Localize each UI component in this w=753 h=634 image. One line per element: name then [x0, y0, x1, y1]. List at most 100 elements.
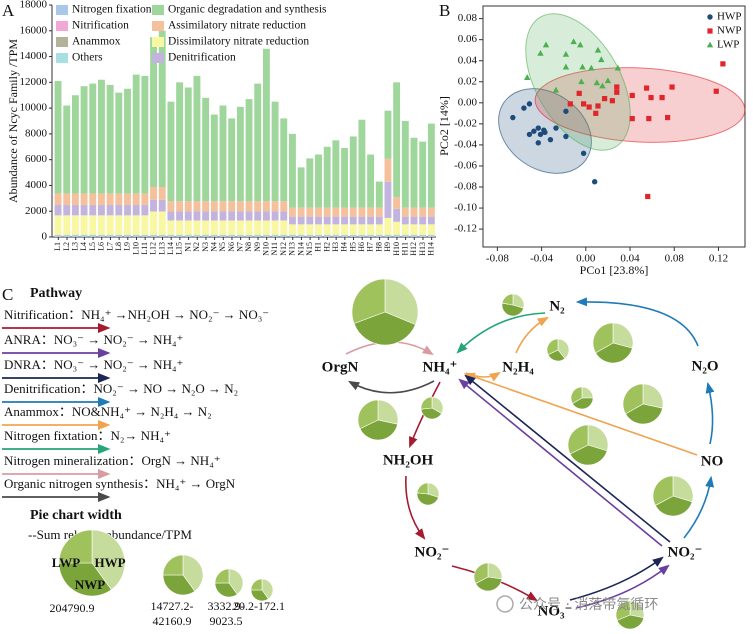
- bar-segment: [332, 234, 340, 236]
- x-tick-label: N11: [270, 242, 279, 255]
- bar-segment: [98, 234, 105, 236]
- legend-swatch: [152, 21, 164, 31]
- bar-segment: [219, 235, 227, 237]
- pie-slice: [58, 529, 93, 564]
- pie-slice: [58, 562, 112, 597]
- bar-segment: [158, 234, 166, 236]
- panel-label: C: [2, 285, 13, 304]
- pathway-label: ANRA：NO₃⁻ → NO₂⁻ → NH₄⁺: [4, 332, 183, 347]
- pathway-label: Denitrification：NO₂⁻ → NO → N₂O → N₂: [4, 381, 238, 396]
- bar-segment: [150, 235, 157, 237]
- size-title: Pie chart width: [30, 508, 122, 523]
- bar-segment: [349, 235, 357, 237]
- point: [535, 125, 541, 131]
- x-tick-label: H3: [331, 242, 340, 252]
- bar-segment: [306, 234, 314, 236]
- pie-slice: [359, 419, 398, 441]
- point: [629, 92, 635, 99]
- x-tick-label: H9: [383, 242, 392, 252]
- legend-swatch: [152, 37, 164, 47]
- bar-segment: [228, 220, 236, 235]
- bar-segment: [306, 224, 314, 235]
- bar-segment: [202, 220, 210, 235]
- bar-segment: [184, 201, 192, 212]
- x-tick-label: N2: [192, 242, 201, 252]
- bar-segment: [228, 118, 236, 202]
- x-tick-label: L15: [175, 242, 184, 255]
- bar-segment: [158, 235, 166, 237]
- flow-arrow: [575, 297, 699, 347]
- bar-segment: [306, 158, 314, 208]
- pie-slice: [581, 386, 594, 399]
- pie-slice: [250, 578, 263, 591]
- bar-segment: [419, 224, 427, 235]
- bar-segment: [158, 186, 166, 200]
- bar-segment: [315, 224, 322, 235]
- x-tick-label: N14: [296, 242, 305, 256]
- flow-arrow: [456, 312, 546, 354]
- bar-segment: [427, 123, 435, 208]
- point: [646, 116, 652, 122]
- x-axis-title: PCo1 [23.8%]: [580, 263, 649, 277]
- bar-segment: [375, 235, 383, 237]
- bar-segment: [150, 199, 157, 212]
- bar-segment: [141, 193, 149, 206]
- bar-segment: [419, 141, 427, 208]
- point: [645, 193, 651, 200]
- bar-segment: [410, 216, 418, 225]
- bar-segment: [401, 235, 409, 237]
- point: [713, 88, 719, 94]
- pie-slice: [567, 424, 589, 455]
- bar-segment: [358, 207, 366, 217]
- y-tick-label: 0.02: [458, 75, 477, 87]
- bar-segment: [132, 234, 140, 236]
- bar-segment: [98, 193, 105, 206]
- legend-label: Anammox: [72, 36, 121, 48]
- bar-segment: [141, 205, 149, 216]
- x-tick-label: H8: [374, 242, 383, 252]
- bar-segment: [71, 215, 79, 235]
- bar-segment: [98, 235, 105, 237]
- pie-slice: [182, 554, 204, 592]
- confidence-ellipse: [534, 67, 746, 143]
- bar-segment: [367, 207, 375, 217]
- x-tick-label: L3: [71, 242, 80, 251]
- bar-segment: [358, 234, 366, 236]
- bar-segment: [410, 207, 418, 217]
- pie-slice: [615, 600, 631, 621]
- flow-arrow: [405, 475, 426, 540]
- legend-label: Nitrification: [72, 20, 129, 32]
- x-tick-label: 0.08: [665, 253, 685, 265]
- pie-slice: [616, 614, 645, 630]
- bar-segment: [54, 81, 62, 194]
- node-label: NO₂⁻: [415, 544, 450, 560]
- bar-segment: [219, 220, 227, 235]
- bar-segment: [219, 211, 227, 221]
- size-legend-label: 204790.9: [49, 601, 95, 615]
- legend-swatch: [56, 5, 68, 15]
- bar-segment: [419, 235, 427, 237]
- x-tick-label: N1: [183, 242, 192, 252]
- bar-segment: [419, 234, 427, 236]
- point: [562, 63, 570, 70]
- x-tick-label: H5: [348, 242, 357, 252]
- bar-segment: [202, 234, 210, 236]
- bar-segment: [219, 105, 227, 202]
- bar-segment: [254, 83, 262, 202]
- bar-segment: [63, 105, 71, 194]
- bar-segment: [254, 211, 262, 221]
- bar-segment: [115, 215, 123, 235]
- pie-slice: [487, 562, 503, 580]
- y-tick-label: -0.04: [454, 138, 477, 150]
- legend-swatch: [152, 5, 164, 15]
- bar-segment: [384, 110, 392, 159]
- bar-segment: [193, 211, 201, 221]
- bar-segment: [124, 88, 131, 194]
- bar-segment: [384, 217, 392, 235]
- flow-arrow: [705, 381, 715, 445]
- point: [542, 41, 550, 48]
- y-tick-label: 0: [42, 231, 48, 243]
- bar-segment: [262, 201, 270, 212]
- bar-segment: [98, 215, 105, 235]
